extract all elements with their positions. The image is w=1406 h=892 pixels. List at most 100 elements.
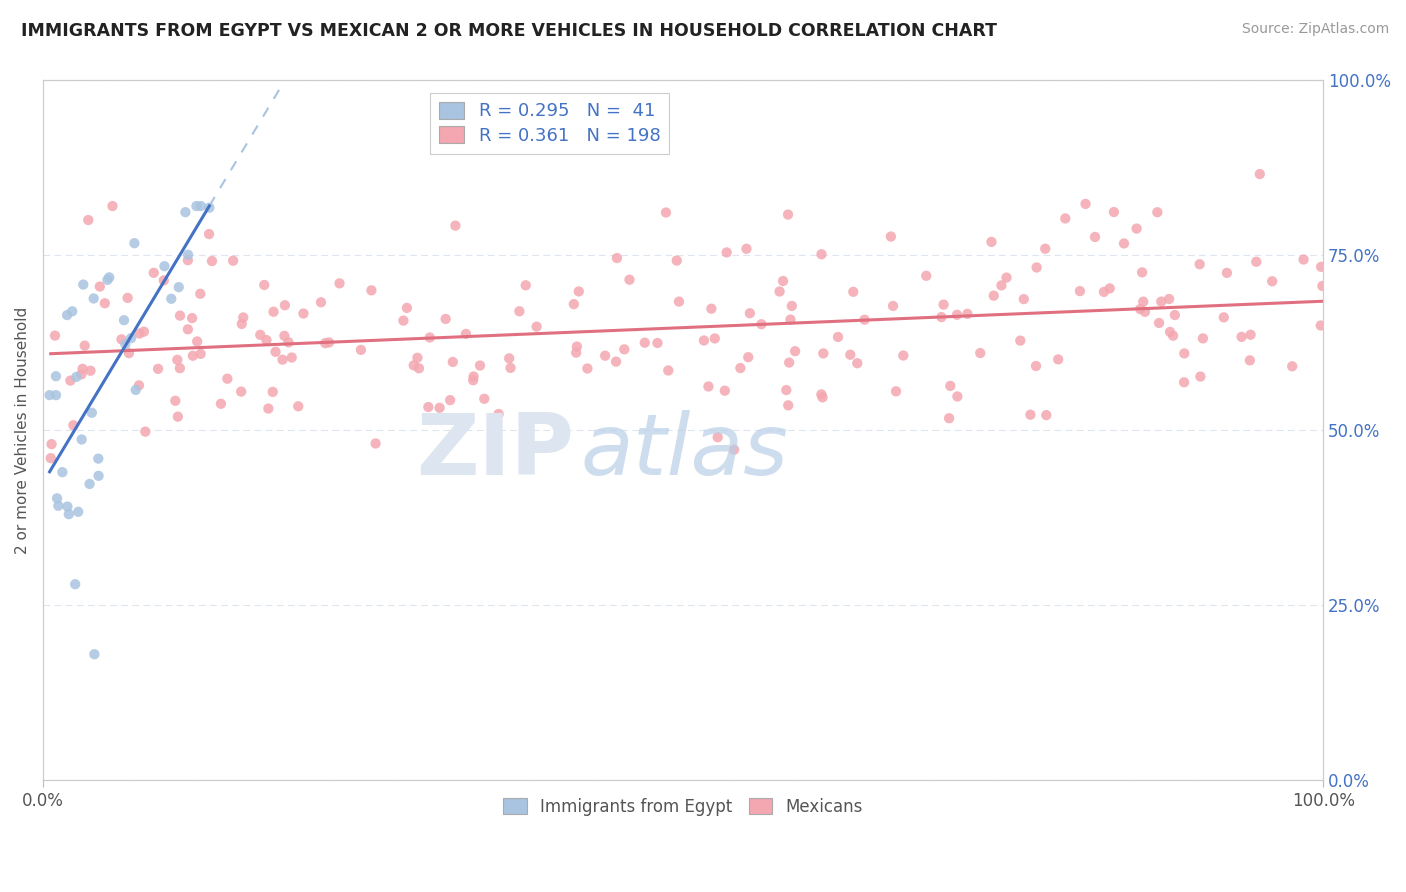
Point bbox=[56, 308, 79, 322]
Point bbox=[80, 406, 103, 420]
Point bbox=[939, 379, 962, 393]
Y-axis label: 2 or more Vehicles in Household: 2 or more Vehicles in Household bbox=[15, 307, 30, 554]
Point bbox=[132, 325, 155, 339]
Point bbox=[264, 344, 287, 359]
Point bbox=[112, 313, 135, 327]
Point bbox=[79, 477, 101, 491]
Point bbox=[737, 350, 759, 364]
Point bbox=[1312, 279, 1334, 293]
Point bbox=[198, 201, 221, 215]
Point bbox=[174, 205, 197, 219]
Point bbox=[714, 384, 737, 398]
Point bbox=[46, 491, 69, 506]
Point bbox=[249, 327, 271, 342]
Point bbox=[1130, 265, 1153, 279]
Point bbox=[152, 273, 174, 287]
Point bbox=[839, 348, 862, 362]
Point bbox=[360, 284, 382, 298]
Point bbox=[65, 370, 87, 384]
Point bbox=[160, 292, 183, 306]
Point bbox=[165, 393, 187, 408]
Point bbox=[619, 273, 641, 287]
Point bbox=[277, 335, 299, 350]
Point bbox=[647, 335, 669, 350]
Point bbox=[222, 253, 245, 268]
Point bbox=[72, 277, 94, 292]
Point bbox=[328, 277, 350, 291]
Point bbox=[768, 285, 790, 299]
Point bbox=[167, 280, 190, 294]
Point bbox=[778, 355, 800, 369]
Legend: Immigrants from Egypt, Mexicans: Immigrants from Egypt, Mexicans bbox=[495, 789, 872, 824]
Point bbox=[938, 411, 960, 425]
Point bbox=[716, 245, 738, 260]
Point bbox=[125, 383, 148, 397]
Point bbox=[1125, 221, 1147, 235]
Point bbox=[41, 437, 63, 451]
Point bbox=[429, 401, 451, 415]
Point bbox=[882, 299, 904, 313]
Point bbox=[779, 312, 801, 326]
Point bbox=[810, 387, 832, 401]
Point bbox=[700, 301, 723, 316]
Point bbox=[153, 259, 176, 273]
Point bbox=[1230, 330, 1253, 344]
Point bbox=[98, 270, 121, 285]
Point bbox=[177, 253, 200, 268]
Point bbox=[262, 384, 284, 399]
Text: ZIP: ZIP bbox=[416, 409, 575, 492]
Point bbox=[58, 507, 80, 521]
Point bbox=[1212, 310, 1234, 325]
Point bbox=[418, 400, 440, 414]
Point bbox=[498, 351, 520, 366]
Point bbox=[1216, 266, 1239, 280]
Point bbox=[72, 361, 94, 376]
Point bbox=[1112, 236, 1135, 251]
Point bbox=[114, 337, 136, 351]
Point bbox=[562, 297, 585, 311]
Point bbox=[364, 436, 387, 450]
Point bbox=[274, 298, 297, 312]
Point bbox=[1159, 292, 1181, 306]
Point bbox=[1261, 274, 1284, 288]
Point bbox=[1161, 328, 1184, 343]
Point bbox=[186, 199, 208, 213]
Point bbox=[287, 399, 309, 413]
Point bbox=[83, 292, 105, 306]
Point bbox=[1159, 325, 1181, 339]
Point bbox=[67, 505, 90, 519]
Point bbox=[1310, 260, 1333, 274]
Point bbox=[73, 338, 96, 352]
Point bbox=[51, 465, 73, 479]
Point bbox=[1246, 254, 1268, 268]
Point bbox=[730, 361, 752, 376]
Point bbox=[780, 299, 803, 313]
Point bbox=[408, 361, 430, 376]
Point bbox=[186, 334, 208, 349]
Point bbox=[1084, 230, 1107, 244]
Point bbox=[309, 295, 332, 310]
Point bbox=[56, 500, 79, 514]
Point bbox=[1292, 252, 1315, 267]
Point bbox=[1192, 331, 1215, 345]
Point bbox=[946, 389, 969, 403]
Point bbox=[915, 268, 938, 283]
Point bbox=[738, 306, 761, 320]
Point bbox=[395, 301, 418, 315]
Point bbox=[70, 433, 93, 447]
Point bbox=[810, 247, 832, 261]
Point bbox=[634, 335, 657, 350]
Point bbox=[198, 227, 221, 241]
Point bbox=[657, 363, 679, 377]
Point bbox=[83, 647, 105, 661]
Point bbox=[190, 199, 212, 213]
Point bbox=[1047, 352, 1070, 367]
Point bbox=[983, 288, 1005, 302]
Point bbox=[1035, 408, 1057, 422]
Point bbox=[853, 312, 876, 326]
Point bbox=[350, 343, 373, 357]
Point bbox=[565, 345, 588, 359]
Point bbox=[735, 242, 758, 256]
Point bbox=[181, 349, 204, 363]
Point bbox=[706, 430, 728, 444]
